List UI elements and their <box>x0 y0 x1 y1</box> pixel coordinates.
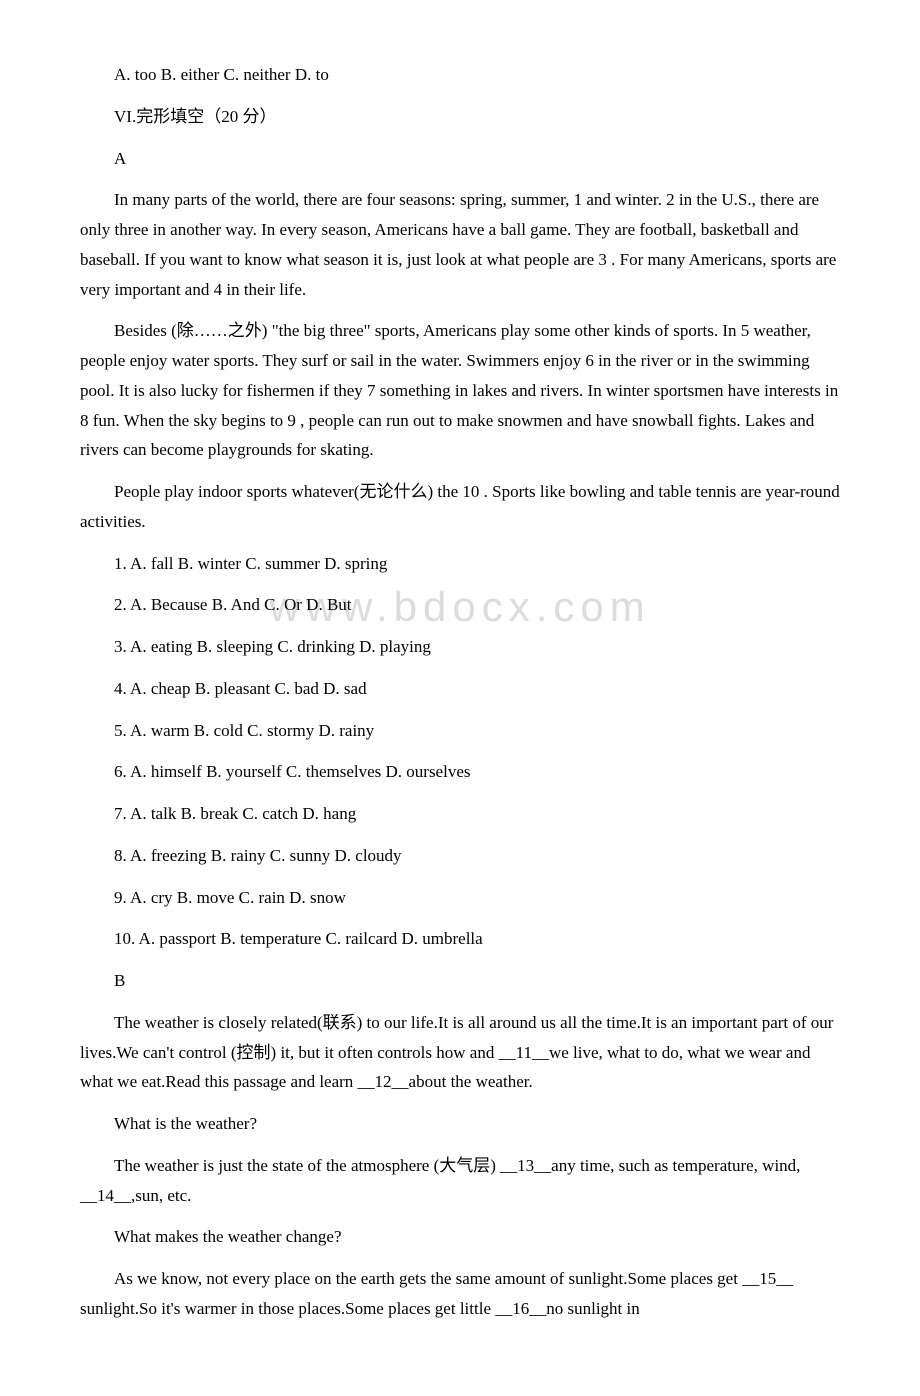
question-a-2: 2. A. Because B. And C. Or D. But <box>80 590 840 620</box>
passage-a-paragraph-1: In many parts of the world, there are fo… <box>80 185 840 304</box>
passage-b-paragraph-2: The weather is just the state of the atm… <box>80 1151 840 1211</box>
question-a-5: 5. A. warm B. cold C. stormy D. rainy <box>80 716 840 746</box>
passage-b-heading-1: What is the weather? <box>80 1109 840 1139</box>
question-a-1: 1. A. fall B. winter C. summer D. spring <box>80 549 840 579</box>
section-header-vi: VI.完形填空（20 分） <box>80 102 840 132</box>
document-content: A. too B. either C. neither D. to VI.完形填… <box>80 60 840 1324</box>
passage-a-paragraph-2: Besides (除……之外) "the big three" sports, … <box>80 316 840 465</box>
passage-b-heading-2: What makes the weather change? <box>80 1222 840 1252</box>
question-a-4: 4. A. cheap B. pleasant C. bad D. sad <box>80 674 840 704</box>
passage-label-a: A <box>80 144 840 174</box>
question-a-6: 6. A. himself B. yourself C. themselves … <box>80 757 840 787</box>
passage-a-paragraph-3: People play indoor sports whatever(无论什么)… <box>80 477 840 537</box>
question-a-8: 8. A. freezing B. rainy C. sunny D. clou… <box>80 841 840 871</box>
passage-b-paragraph-1: The weather is closely related(联系) to ou… <box>80 1008 840 1097</box>
question-a-7: 7. A. talk B. break C. catch D. hang <box>80 799 840 829</box>
question-a-10: 10. A. passport B. temperature C. railca… <box>80 924 840 954</box>
question-a-9: 9. A. cry B. move C. rain D. snow <box>80 883 840 913</box>
question-a-3: 3. A. eating B. sleeping C. drinking D. … <box>80 632 840 662</box>
passage-label-b: B <box>80 966 840 996</box>
passage-b-paragraph-3: As we know, not every place on the earth… <box>80 1264 840 1324</box>
intro-question-options: A. too B. either C. neither D. to <box>80 60 840 90</box>
